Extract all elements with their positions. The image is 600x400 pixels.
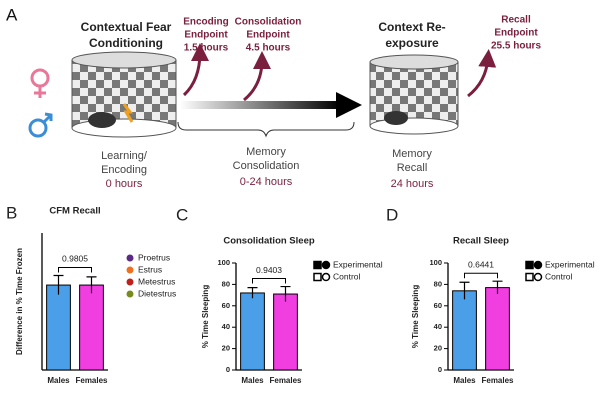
legend-marker (126, 266, 134, 274)
legend-label: Control (545, 271, 573, 281)
p-value: 0.9403 (256, 265, 282, 275)
y-tick-label: 80 (434, 279, 442, 288)
y-tick-label: 60 (222, 301, 230, 310)
stage-time: 0 hours (106, 178, 143, 190)
phase-time: 0-24 hours (240, 176, 293, 188)
legend-label: Control (333, 271, 361, 281)
chamber (71, 51, 177, 138)
y-axis-label: Difference in % Time Frozen (15, 248, 24, 355)
y-tick-label: 0 (438, 365, 442, 374)
error-bar (280, 285, 291, 302)
chart-title: Recall Sleep (453, 236, 509, 247)
y-tick-label: 40 (222, 322, 230, 331)
endpoint-label: Recall (501, 15, 531, 26)
endpoint-label: Endpoint (184, 30, 228, 41)
bar (273, 293, 298, 371)
bar (485, 287, 510, 371)
female-symbol (30, 68, 50, 98)
y-axis-label: % Time Sleeping (411, 285, 420, 349)
y-tick-label: 20 (222, 344, 230, 353)
legend-marker (313, 272, 322, 282)
stage-title: Contextual Fear (81, 20, 172, 34)
endpoint-label: Endpoint (494, 28, 538, 39)
endpoint-label: 4.5 hours (246, 43, 291, 54)
stage-label: Memory (392, 148, 432, 160)
endpoint-arrow (467, 49, 497, 98)
p-value: 0.9805 (62, 254, 88, 264)
y-tick-label: 20 (434, 344, 442, 353)
legend-marker (126, 290, 134, 298)
legend-marker (321, 260, 331, 270)
y-axis-label: % Time Sleeping (201, 285, 210, 349)
p-value: 0.6441 (468, 259, 494, 269)
phase-label: Memory (246, 146, 286, 158)
y-tick-label: 60 (434, 301, 442, 310)
chart-title: Consolidation Sleep (223, 236, 315, 247)
legend-label: Metestrus (138, 276, 175, 286)
legend-marker (126, 254, 134, 262)
endpoint-arrow (182, 43, 209, 97)
x-tick-label: Males (453, 376, 476, 385)
x-tick-label: Males (47, 376, 70, 385)
timeline-arrow-head (336, 92, 362, 118)
legend-label: Experimental (333, 259, 383, 269)
panel-label: C (176, 205, 188, 224)
chamber (369, 54, 459, 135)
endpoint-label: Consolidation (235, 17, 302, 28)
error-bar (492, 280, 503, 295)
endpoint-label: Endpoint (246, 30, 290, 41)
error-bar (247, 287, 258, 299)
error-bar (53, 274, 64, 295)
stage-label: Recall (397, 162, 428, 174)
endpoint-arrow (243, 51, 271, 102)
panel-label: A (6, 5, 18, 24)
legend-marker (525, 260, 534, 270)
legend-marker (126, 278, 134, 286)
legend-label: Estrus (138, 264, 162, 274)
x-tick-label: Females (269, 376, 302, 385)
error-bar (86, 276, 97, 294)
legend-label: Proetrus (138, 252, 170, 262)
x-tick-label: Males (241, 376, 264, 385)
male-symbol (28, 112, 53, 138)
x-tick-label: Females (481, 376, 514, 385)
bar (46, 284, 71, 371)
significance-bracket (58, 266, 92, 273)
endpoint-label: 25.5 hours (491, 41, 541, 52)
y-tick-label: 80 (222, 279, 230, 288)
endpoint-label: 1.5 hours (184, 43, 229, 54)
legend-label: Dietestrus (138, 288, 176, 298)
phase-label: Consolidation (233, 160, 300, 172)
stage-title: Context Re- (378, 20, 445, 34)
timeline-arrow (180, 101, 340, 109)
y-tick-label: 0 (226, 365, 230, 374)
endpoint-label: Encoding (183, 17, 229, 28)
panel-label: D (386, 205, 398, 224)
stage-time: 24 hours (391, 178, 434, 190)
y-tick-label: 40 (434, 322, 442, 331)
legend-marker (533, 260, 543, 270)
y-tick-label: 100 (217, 258, 230, 267)
legend-marker (533, 272, 543, 282)
error-bar (459, 281, 470, 300)
panel-label: B (6, 203, 17, 222)
x-tick-label: Females (75, 376, 108, 385)
brace (177, 121, 355, 138)
chart-title: CFM Recall (49, 206, 100, 217)
y-tick-label: 100 (429, 258, 442, 267)
significance-bracket (464, 272, 498, 279)
legend-marker (321, 272, 331, 282)
bar (79, 284, 104, 371)
stage-title: exposure (385, 36, 439, 50)
bar (240, 292, 265, 371)
stage-label: Encoding (101, 164, 147, 176)
legend-marker (313, 260, 322, 270)
bar (452, 290, 477, 371)
stage-title: Conditioning (89, 36, 163, 50)
legend-label: Experimental (545, 259, 595, 269)
legend-marker (525, 272, 534, 282)
stage-label: Learning/ (101, 150, 148, 162)
significance-bracket (252, 278, 286, 284)
